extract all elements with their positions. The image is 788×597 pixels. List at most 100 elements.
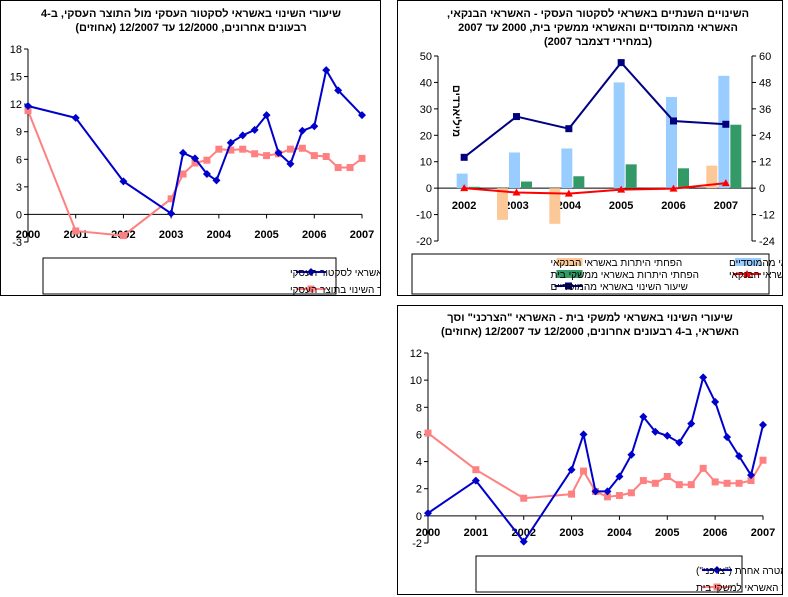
- data-point: [24, 101, 32, 110]
- x-tick-label: 2005: [655, 527, 679, 539]
- chart1-svg: שיעורי השינוי באשראי לסקטור העסקי מול הת…: [10, 7, 380, 295]
- data-point: [699, 464, 707, 472]
- data-point: [735, 479, 743, 487]
- chart-household-credit: שיעורי השינוי באשראי למשקי בית - האשראי …: [397, 305, 783, 595]
- data-point: [226, 138, 235, 147]
- x-tick-label: 2002: [511, 527, 535, 539]
- y-tick-label: -3: [12, 237, 22, 249]
- data-point: [591, 487, 600, 496]
- data-point: [513, 113, 520, 121]
- data-point: [167, 195, 175, 203]
- x-tick-label: 2007: [350, 229, 374, 241]
- bar: [625, 164, 637, 189]
- y-tick-label: 8: [416, 402, 422, 414]
- legend-label: שיעור השינוי בתוצר העסקי: [290, 285, 380, 295]
- series-line: [463, 61, 726, 159]
- y-tick-label-right: 0: [759, 183, 765, 195]
- legend-marker: [713, 583, 721, 591]
- y-tick-label: 9: [16, 127, 22, 139]
- bar: [456, 173, 468, 189]
- data-point: [663, 431, 672, 440]
- data-point: [722, 120, 730, 128]
- data-point: [568, 490, 576, 498]
- chart-title-line: שיעורי השינוי באשראי לסקטור העסקי מול הת…: [41, 7, 341, 20]
- legend-box: [411, 253, 770, 295]
- data-point: [191, 154, 199, 163]
- y-tick-label-left: 50: [420, 51, 432, 63]
- data-point: [263, 152, 271, 160]
- data-point: [759, 456, 767, 464]
- chart3-svg: שיעורי השינוי באשראי למשקי בית - האשראי …: [410, 311, 782, 594]
- y-tick-label-right: 60: [759, 51, 771, 63]
- y-tick-label: 6: [416, 429, 422, 441]
- legend-marker: [307, 285, 315, 293]
- y-tick-label: 12: [10, 99, 22, 111]
- legend-label: שיעור השינוי באשראי למטרה אחרת ("צרכני"): [696, 565, 782, 577]
- data-point: [747, 477, 755, 485]
- legend-label: הפחתי היתרות באשראי ממשקי בית: [551, 270, 699, 281]
- data-point: [460, 184, 469, 192]
- x-tick-label: 2000: [416, 527, 440, 539]
- data-point: [298, 126, 307, 135]
- data-point: [322, 153, 330, 161]
- data-point: [167, 209, 176, 218]
- x-tick-label: 2005: [609, 200, 633, 212]
- legend-label: שיעור תשינוי באשראי הבנקאי: [729, 270, 782, 281]
- data-point: [119, 177, 128, 186]
- data-point: [298, 144, 306, 152]
- chart2-svg: השינויים השנתיים באשראי לסקטור העסקי - ה…: [411, 7, 782, 295]
- y-tick-label-right: 36: [759, 104, 771, 116]
- y-tick-label-left: -10: [416, 210, 432, 222]
- data-point: [72, 227, 80, 235]
- legend-label: שיעור השינוי באשראי מהמוסדיים: [551, 282, 688, 293]
- y-tick-label: 0: [16, 209, 22, 221]
- data-point: [564, 189, 573, 197]
- data-point: [286, 159, 295, 168]
- x-tick-label: 2003: [559, 527, 583, 539]
- legend-box: [42, 257, 337, 295]
- series-line: [427, 374, 764, 544]
- chart-title-line: האשראי מהמוסדיים והאשראי ממשקי בית, 2000…: [458, 22, 738, 34]
- data-point: [358, 111, 366, 120]
- data-point: [119, 232, 127, 240]
- legend-swatch: [556, 258, 583, 266]
- bar: [573, 176, 585, 189]
- data-point: [310, 152, 318, 160]
- data-point: [519, 537, 528, 546]
- x-tick-label: 2003: [159, 229, 183, 241]
- bar: [730, 124, 742, 189]
- y-tick-label-right: 48: [759, 77, 771, 89]
- data-point: [687, 419, 696, 428]
- data-point: [512, 188, 521, 196]
- bar: [497, 188, 508, 220]
- y-tick-label: 3: [16, 182, 22, 194]
- y-tick-label-right: 24: [759, 130, 771, 142]
- data-point: [651, 479, 659, 487]
- data-point: [675, 438, 684, 447]
- x-tick-label: 2007: [751, 527, 775, 539]
- data-point: [212, 176, 221, 185]
- data-point: [675, 481, 683, 489]
- x-tick-label: 2004: [207, 229, 232, 241]
- y-tick-label-left: 30: [420, 104, 432, 116]
- y-tick-label-left: 40: [420, 77, 432, 89]
- data-point: [723, 479, 731, 487]
- data-point: [615, 492, 623, 499]
- y-tick-label: 2: [416, 484, 422, 496]
- bar: [509, 152, 520, 189]
- chart-title-line: השינויים השנתיים באשראי לסקטור העסקי - ה…: [447, 7, 749, 20]
- bar: [706, 165, 718, 189]
- data-point: [471, 476, 480, 485]
- bar: [678, 168, 689, 189]
- bar: [666, 96, 677, 189]
- data-point: [334, 86, 343, 95]
- data-point: [603, 493, 611, 501]
- data-point: [721, 179, 730, 187]
- data-point: [286, 145, 294, 153]
- x-tick-label: 2000: [16, 229, 40, 241]
- chart-title-line: שיעורי השינוי באשראי למשקי בית - האשראי …: [447, 311, 733, 324]
- data-point: [71, 113, 80, 122]
- data-point: [663, 473, 671, 480]
- data-point: [603, 487, 612, 496]
- data-point: [334, 164, 342, 172]
